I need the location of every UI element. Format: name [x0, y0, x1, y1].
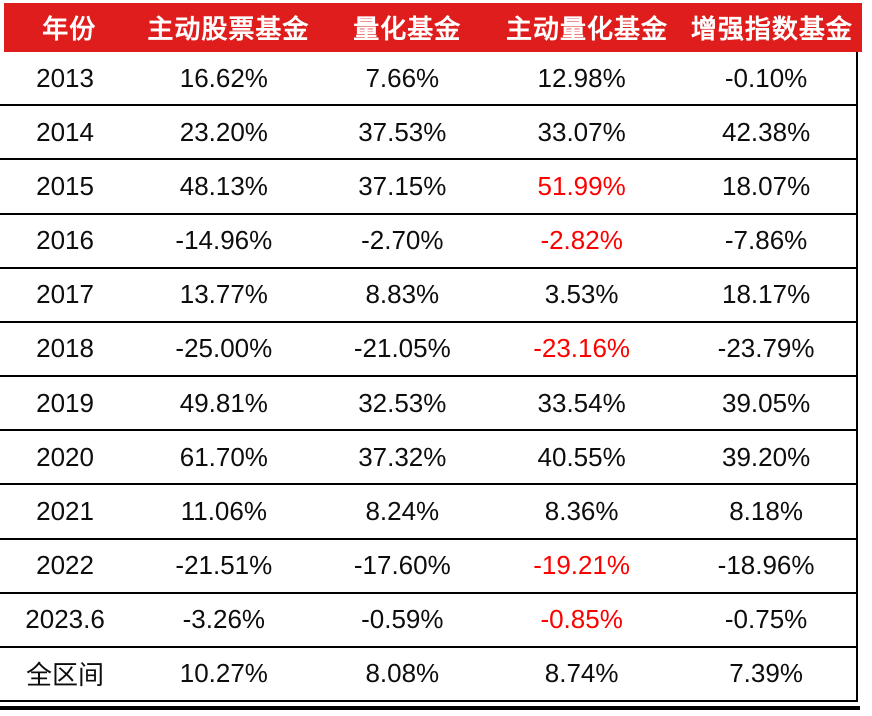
return-value-cell: -21.05% [353, 333, 451, 364]
return-value-cell: 10.27% [179, 658, 268, 689]
return-value-cell: 33.07% [537, 116, 626, 147]
return-value-cell: -21.51% [175, 550, 273, 581]
return-value-cell: 37.15% [358, 170, 447, 201]
return-value-cell: 11.06% [180, 495, 267, 526]
return-value-cell: -18.96% [717, 550, 815, 581]
return-value-cell: 7.39% [729, 658, 803, 689]
year-cell: 2020 [36, 441, 94, 472]
return-value-cell: -23.79% [717, 333, 815, 364]
return-value-cell: 37.32% [358, 441, 447, 472]
table-row: 2018 -25.00% -21.05% -23.16% -23.79% [0, 322, 856, 378]
year-cell: 2017 [36, 279, 94, 310]
return-value-cell: -7.86% [724, 225, 808, 256]
year-cell: 2013 [36, 62, 94, 93]
table-row: 2022 -21.51% -17.60% -19.21% -18.96% [0, 539, 856, 594]
table-row: 2013 16.62% 7.66% 12.98% -0.10% [0, 52, 856, 107]
year-cell: 2022 [36, 550, 94, 581]
return-value-cell: 51.99% [537, 170, 626, 201]
return-value-cell: 8.83% [365, 279, 440, 310]
table-row: 2014 23.20% 37.53% 33.07% 42.38% [0, 106, 856, 161]
table-row: 2015 48.13% 37.15% 51.99% 18.07% [0, 160, 856, 215]
return-value-cell: -3.26% [182, 604, 266, 635]
year-cell: 2019 [36, 387, 94, 418]
return-value-cell: 49.81% [179, 387, 268, 418]
year-cell: 2015 [36, 170, 94, 201]
table-row: 2016 -14.96% -2.70% -2.82% -7.86% [0, 214, 856, 269]
return-value-cell: -23.16% [533, 333, 631, 364]
return-value-cell: 8.18% [729, 495, 803, 526]
return-value-cell: -25.00% [175, 333, 273, 364]
return-value-cell: -0.10% [724, 62, 808, 93]
return-value-cell: 33.54% [537, 387, 626, 418]
return-value-cell: -17.60% [353, 550, 451, 581]
return-value-cell: 12.98% [537, 62, 626, 93]
return-value-cell: 39.05% [722, 387, 811, 418]
table-header: 年份 主动股票基金 量化基金 主动量化基金 增强指数基金 [4, 3, 862, 52]
table-row: 全区间 10.27% 8.08% 8.74% 7.39% [0, 647, 856, 703]
return-value-cell: 40.55% [537, 441, 626, 472]
return-value-cell: -2.82% [540, 225, 623, 256]
year-cell: 全区间 [26, 660, 105, 691]
return-value-cell: 48.13% [179, 170, 268, 201]
column-header-year: 年份 [42, 14, 97, 44]
return-value-cell: -14.96% [175, 225, 273, 256]
return-value-cell: 32.53% [358, 387, 447, 418]
return-value-cell: 18.07% [722, 170, 811, 201]
table-row: 2017 13.77% 8.83% 3.53% 18.17% [0, 268, 856, 323]
return-value-cell: 16.62% [179, 62, 268, 93]
return-value-cell: 7.66% [365, 62, 440, 93]
return-value-cell: 39.20% [722, 441, 811, 472]
return-value-cell: 8.74% [544, 658, 619, 689]
table-row: 2021 11.06% 8.24% 8.36% 8.18% [0, 485, 856, 540]
year-cell: 2016 [36, 225, 94, 256]
return-value-cell: 8.08% [365, 658, 440, 689]
year-cell: 2018 [36, 333, 94, 364]
table-row: 2019 49.81% 32.53% 33.54% 39.05% [0, 377, 856, 432]
year-cell: 2023.6 [25, 604, 105, 635]
return-value-cell: 18.17% [722, 279, 811, 310]
table-row: 2020 61.70% 37.32% 40.55% 39.20% [0, 431, 856, 486]
column-header-quant-fund: 量化基金 [353, 14, 462, 44]
return-value-cell: 8.24% [365, 495, 440, 526]
return-value-cell: -19.21% [533, 550, 631, 581]
table-row: 2023.6 -3.26% -0.59% -0.85% -0.75% [0, 593, 856, 648]
bottom-thick-rule [0, 706, 860, 710]
table-body: 2013 16.62% 7.66% 12.98% -0.10% 2014 23.20% 37.… [0, 52, 858, 703]
return-value-cell: 3.53% [544, 279, 619, 310]
return-value-cell: 23.20% [179, 116, 268, 147]
return-value-cell: 42.38% [722, 116, 811, 147]
return-value-cell: 13.77% [179, 279, 268, 310]
column-header-enhanced-index-fund: 增强指数基金 [690, 14, 853, 44]
return-value-cell: -0.75% [724, 604, 808, 635]
return-value-cell: 8.36% [544, 495, 619, 526]
year-cell: 2014 [36, 116, 94, 147]
year-cell: 2021 [36, 495, 94, 526]
return-value-cell: 61.70% [179, 441, 268, 472]
column-header-active-equity-fund: 主动股票基金 [147, 14, 310, 44]
return-value-cell: 37.53% [358, 116, 447, 147]
column-header-active-quant-fund: 主动量化基金 [505, 14, 668, 44]
return-value-cell: -2.70% [361, 225, 444, 256]
return-value-cell: -0.59% [361, 604, 444, 635]
bottom-rule-gap [0, 702, 858, 704]
return-value-cell: -0.85% [540, 604, 623, 635]
